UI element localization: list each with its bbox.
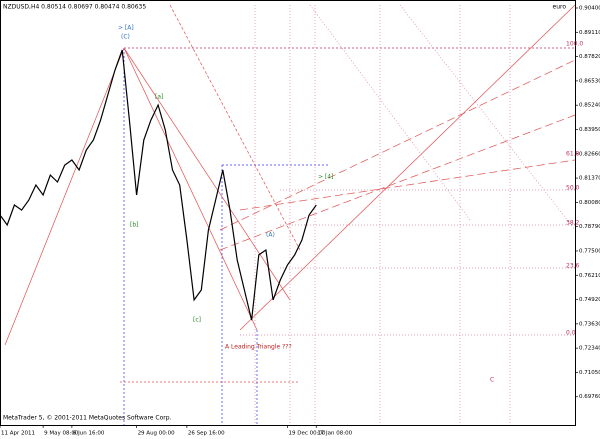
x-tick-label: 29 Aug 00:00 (138, 431, 176, 437)
x-tick-label: 26 Sep 16:00 (188, 431, 225, 437)
y-tick-label: 0.82660 (579, 151, 600, 157)
y-tick-label: 0.83950 (579, 127, 600, 133)
annotation: 50.0 (566, 185, 580, 192)
analysis-objects (4, 4, 576, 425)
annotation: 23.6 (566, 263, 580, 270)
plot-frame (0, 0, 576, 426)
x-tick-label: 19 Dec 00:00 (289, 431, 326, 437)
annotation: 0.0 (566, 330, 576, 337)
y-tick-label: 0.78790 (579, 224, 600, 230)
y-tick-label: 0.69760 (579, 394, 600, 400)
annotation: (C) (121, 34, 130, 41)
y-tick-label: 0.90400 (579, 6, 600, 12)
expert-label: euro (553, 4, 567, 11)
x-tick-label: 6 Jun 16:00 (73, 431, 105, 437)
y-tick-label: 0.76210 (579, 273, 600, 279)
y-tick-label: 0.77500 (579, 248, 600, 254)
chart-title: NZDUSD,H4 0.80514 0.80697 0.80474 0.8063… (3, 4, 146, 11)
annotation: > [4] (318, 174, 333, 181)
y-tick-label: 0.86530 (579, 78, 600, 84)
y-tick-label: 0.74920 (579, 297, 600, 303)
annotation: [b] (130, 222, 139, 229)
footer: MetaTrader 5, © 2001-2011 MetaQuotes Sof… (3, 415, 172, 422)
y-tick-label: 0.85240 (579, 103, 600, 109)
y-tick-label: 0.87820 (579, 54, 600, 60)
y-tick-label: 0.89110 (579, 30, 600, 36)
annotation: 100.0 (566, 41, 583, 48)
y-tick-label: 0.80080 (579, 200, 600, 206)
x-tick-label: 11 Apr 2011 (1, 431, 35, 437)
annotation: C (490, 377, 494, 384)
x-tick-label: 9 May 08:00 (44, 431, 79, 437)
y-tick-label: 0.71050 (579, 370, 600, 376)
x-tick-label: 17 Jan 08:00 (317, 431, 352, 437)
price-line (0, 49, 317, 321)
y-tick-label: 0.73630 (579, 321, 600, 327)
annotation: 38.2 (566, 220, 580, 227)
annotation: A Leading Triangle ??? (225, 344, 292, 351)
annotation: > [A] (118, 25, 134, 32)
annotation: [c] (193, 317, 201, 324)
y-tick-label: 0.81370 (579, 176, 600, 182)
annotation: [a] (155, 94, 163, 101)
annotation: (A) (266, 232, 275, 239)
y-tick-label: 0.72340 (579, 346, 600, 352)
annotation: 61.8 (566, 151, 580, 158)
